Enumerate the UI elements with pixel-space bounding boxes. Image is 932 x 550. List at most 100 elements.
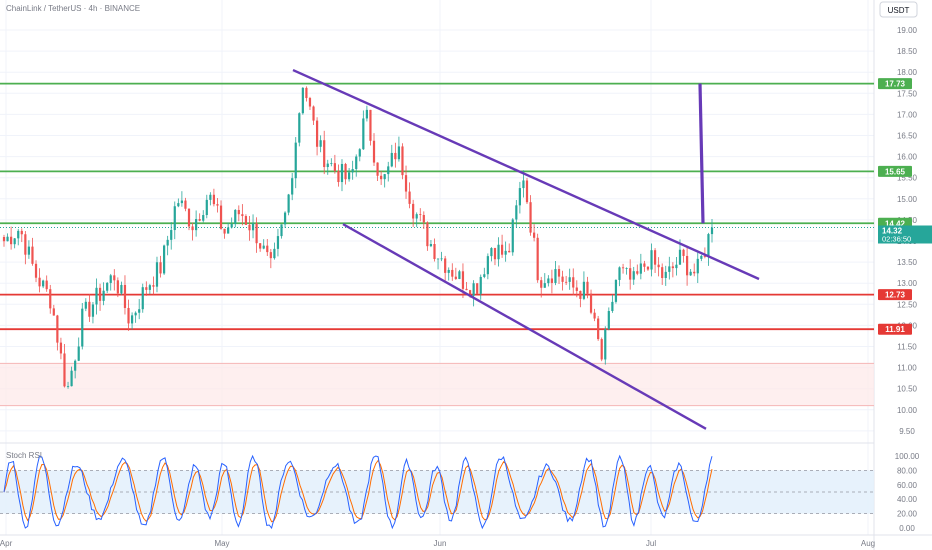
candle-body bbox=[27, 246, 31, 255]
candle-body bbox=[497, 244, 500, 260]
candle-body bbox=[629, 268, 632, 280]
candle-body bbox=[614, 279, 618, 302]
candle-body bbox=[625, 268, 628, 269]
candle bbox=[109, 273, 112, 291]
candle bbox=[319, 135, 322, 153]
candle-body bbox=[34, 263, 38, 278]
candle bbox=[533, 224, 536, 242]
candle-body bbox=[180, 200, 183, 204]
candle bbox=[138, 299, 141, 320]
candle-body bbox=[557, 269, 561, 277]
stoch-tick-label: 80.00 bbox=[897, 466, 918, 475]
candle bbox=[102, 282, 105, 306]
candle-body bbox=[134, 312, 137, 316]
candle-body bbox=[600, 339, 603, 360]
candle-body bbox=[707, 234, 710, 257]
currency-button[interactable]: USDT bbox=[879, 1, 918, 18]
candle-body bbox=[24, 234, 27, 255]
price-tick-label: 10.00 bbox=[897, 406, 918, 415]
candle-body bbox=[565, 281, 568, 283]
candle-body bbox=[159, 262, 162, 274]
candle-body bbox=[365, 109, 368, 119]
candle-body bbox=[597, 318, 600, 340]
candle-body bbox=[689, 271, 692, 276]
current-price-value: 14.32 bbox=[882, 226, 903, 235]
candle bbox=[625, 267, 628, 275]
candle-body bbox=[2, 237, 6, 242]
candle bbox=[266, 238, 269, 257]
horizontal-levels bbox=[0, 82, 874, 331]
candle bbox=[575, 280, 578, 298]
candle bbox=[262, 239, 265, 250]
time-tick-label: Aug bbox=[861, 539, 875, 548]
candle-body bbox=[493, 248, 497, 260]
candle bbox=[358, 148, 361, 162]
candle-body bbox=[74, 360, 77, 371]
candle-body bbox=[59, 342, 63, 354]
candle bbox=[230, 217, 233, 229]
candle-body bbox=[152, 285, 155, 287]
candle-body bbox=[301, 87, 304, 114]
candle-body bbox=[525, 180, 529, 203]
candle bbox=[251, 214, 255, 239]
candle-body bbox=[586, 281, 589, 294]
candle-body bbox=[618, 267, 621, 280]
candle bbox=[479, 274, 482, 300]
candle-body bbox=[408, 191, 411, 204]
candle bbox=[241, 204, 244, 226]
candle bbox=[419, 208, 422, 222]
candle bbox=[113, 269, 116, 291]
candle-body bbox=[682, 249, 685, 256]
candle-body bbox=[98, 287, 102, 301]
candle bbox=[198, 213, 201, 222]
candle-body bbox=[522, 180, 525, 189]
candle-body bbox=[504, 250, 507, 255]
candle bbox=[187, 208, 191, 231]
time-axis[interactable]: Apr May Jun Jul Aug bbox=[0, 539, 875, 548]
candle-body bbox=[70, 370, 73, 387]
support-zone-fill bbox=[0, 363, 874, 406]
candle bbox=[486, 253, 489, 280]
candle-body bbox=[31, 246, 34, 264]
candle-body bbox=[472, 283, 475, 296]
candle-body bbox=[561, 276, 564, 282]
candle bbox=[561, 270, 564, 291]
price-tick-label: 16.50 bbox=[897, 132, 918, 141]
candle bbox=[106, 282, 109, 293]
candle bbox=[312, 105, 315, 125]
candle bbox=[579, 290, 582, 308]
candle bbox=[426, 221, 429, 251]
candle bbox=[326, 159, 329, 175]
candle-body bbox=[675, 264, 678, 269]
candle-body bbox=[696, 258, 699, 274]
candle-body bbox=[283, 212, 287, 225]
candle bbox=[315, 117, 319, 156]
candle bbox=[618, 266, 621, 287]
candle-body bbox=[148, 285, 151, 290]
candle bbox=[98, 283, 102, 311]
candle-body bbox=[280, 224, 283, 237]
candle-body bbox=[212, 194, 216, 205]
candle-body bbox=[262, 245, 265, 249]
candle bbox=[557, 265, 561, 285]
indicator-label[interactable]: Stoch RSI bbox=[6, 451, 42, 460]
candle bbox=[404, 165, 408, 199]
price-axis[interactable]: 19.00 18.50 18.00 17.50 17.00 16.50 16.00 15.50… bbox=[878, 26, 932, 533]
candle-body bbox=[56, 315, 59, 343]
candle bbox=[646, 266, 650, 271]
candle bbox=[27, 240, 31, 259]
candle bbox=[707, 232, 710, 266]
candle-body bbox=[451, 269, 454, 277]
candle-body bbox=[184, 200, 187, 209]
candle bbox=[593, 308, 596, 322]
candle bbox=[504, 241, 507, 262]
candle bbox=[661, 263, 664, 285]
candle bbox=[227, 222, 230, 234]
candle-body bbox=[202, 215, 205, 221]
support-zone bbox=[0, 362, 874, 407]
candle-body bbox=[355, 156, 358, 170]
candle bbox=[195, 210, 198, 237]
candle bbox=[490, 247, 493, 262]
